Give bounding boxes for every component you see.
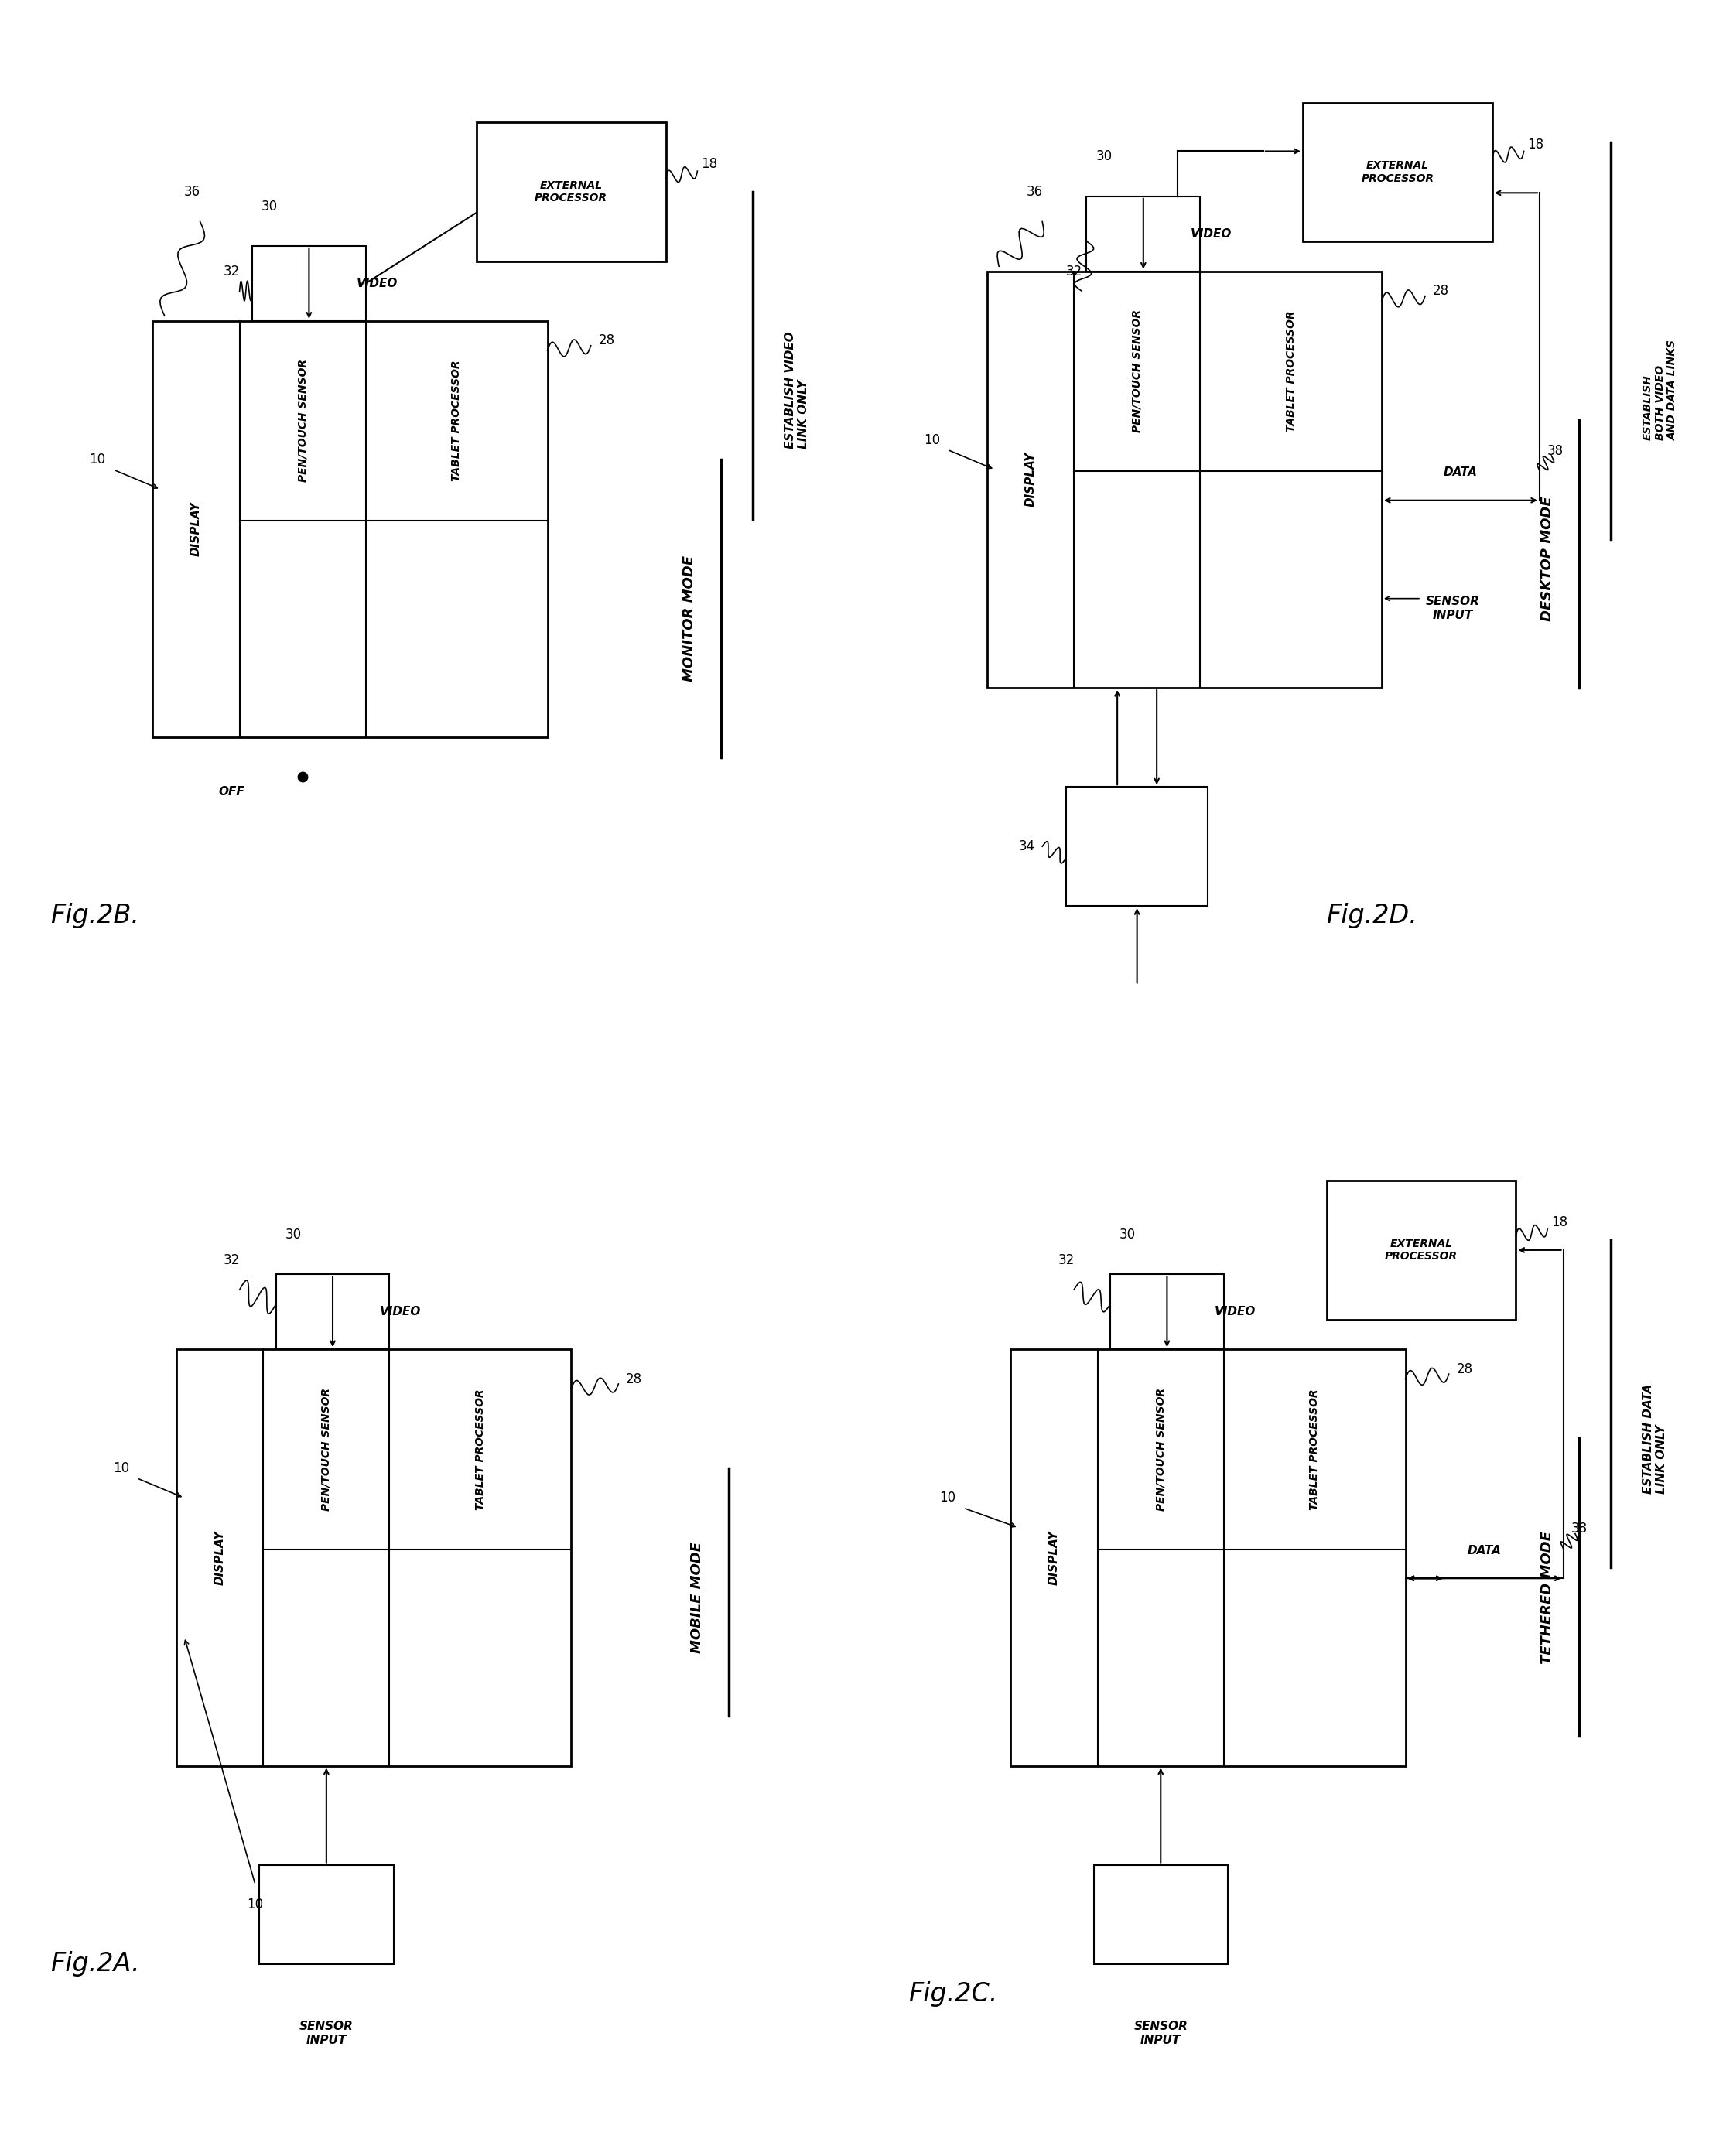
FancyBboxPatch shape <box>153 321 547 737</box>
Text: 32: 32 <box>223 265 240 278</box>
Text: SENSOR
INPUT: SENSOR INPUT <box>1426 595 1479 621</box>
Text: DESKTOP MODE: DESKTOP MODE <box>1541 496 1555 621</box>
Text: DISPLAY: DISPLAY <box>190 502 202 556</box>
FancyBboxPatch shape <box>276 1274 390 1350</box>
Text: ESTABLISH VIDEO
LINK ONLY: ESTABLISH VIDEO LINK ONLY <box>784 332 810 448</box>
Text: PEN/TOUCH SENSOR: PEN/TOUCH SENSOR <box>297 360 309 483</box>
Text: Fig.2D.: Fig.2D. <box>1326 903 1417 929</box>
Text: 18: 18 <box>1527 138 1544 151</box>
FancyBboxPatch shape <box>259 1865 393 1964</box>
Text: TETHERED MODE: TETHERED MODE <box>1541 1531 1555 1664</box>
Text: DATA: DATA <box>1443 466 1477 479</box>
Text: 18: 18 <box>702 157 717 170</box>
Text: 28: 28 <box>1433 285 1448 298</box>
Text: 30: 30 <box>1097 149 1112 164</box>
Text: EXTERNAL
PROCESSOR: EXTERNAL PROCESSOR <box>1361 160 1435 183</box>
Text: 18: 18 <box>1551 1216 1567 1229</box>
Text: 30: 30 <box>261 198 278 213</box>
FancyBboxPatch shape <box>177 1350 571 1766</box>
Text: TABLET PROCESSOR: TABLET PROCESSOR <box>451 360 462 481</box>
Text: 38: 38 <box>1548 444 1563 457</box>
FancyBboxPatch shape <box>1086 196 1199 272</box>
Text: OFF: OFF <box>218 787 245 798</box>
Text: MONITOR MODE: MONITOR MODE <box>683 556 697 681</box>
Text: 32: 32 <box>223 1253 240 1268</box>
Text: DATA: DATA <box>1467 1544 1502 1557</box>
Text: VIDEO: VIDEO <box>379 1307 422 1317</box>
Text: 32: 32 <box>1057 1253 1074 1268</box>
FancyBboxPatch shape <box>477 123 666 261</box>
FancyBboxPatch shape <box>1066 787 1208 906</box>
Text: PEN/TOUCH SENSOR: PEN/TOUCH SENSOR <box>321 1388 331 1511</box>
Text: TABLET PROCESSOR: TABLET PROCESSOR <box>1309 1388 1320 1509</box>
FancyBboxPatch shape <box>1110 1274 1224 1350</box>
Text: SENSOR
INPUT: SENSOR INPUT <box>1134 2020 1187 2046</box>
Text: 30: 30 <box>285 1227 302 1242</box>
Text: 10: 10 <box>247 1897 264 1912</box>
Text: 36: 36 <box>184 185 201 198</box>
Text: VIDEO: VIDEO <box>1191 229 1232 239</box>
Text: DISPLAY: DISPLAY <box>1024 453 1036 507</box>
Text: VIDEO: VIDEO <box>357 278 398 289</box>
Text: 10: 10 <box>923 433 940 446</box>
Text: 10: 10 <box>89 453 106 466</box>
Text: PEN/TOUCH SENSOR: PEN/TOUCH SENSOR <box>1155 1388 1167 1511</box>
Text: 36: 36 <box>1026 185 1043 198</box>
Text: 28: 28 <box>1457 1363 1472 1376</box>
Text: 10: 10 <box>939 1492 956 1505</box>
Text: 32: 32 <box>1066 265 1083 278</box>
Text: 10: 10 <box>113 1462 129 1475</box>
Text: 28: 28 <box>599 334 614 347</box>
Text: 30: 30 <box>1119 1227 1136 1242</box>
FancyBboxPatch shape <box>252 246 366 321</box>
Text: ESTABLISH DATA
LINK ONLY: ESTABLISH DATA LINK ONLY <box>1642 1384 1668 1494</box>
Text: MOBILE MODE: MOBILE MODE <box>690 1542 704 1654</box>
Text: Fig.2C.: Fig.2C. <box>908 1981 997 2007</box>
FancyBboxPatch shape <box>1093 1865 1229 1964</box>
Text: EXTERNAL
PROCESSOR: EXTERNAL PROCESSOR <box>535 181 607 203</box>
Text: EXTERNAL
PROCESSOR: EXTERNAL PROCESSOR <box>1385 1238 1457 1261</box>
Text: VIDEO: VIDEO <box>1215 1307 1256 1317</box>
Text: PEN/TOUCH SENSOR: PEN/TOUCH SENSOR <box>1131 310 1143 433</box>
Text: 28: 28 <box>626 1371 642 1386</box>
Text: ESTABLISH
BOTH VIDEO
AND DATA LINKS: ESTABLISH BOTH VIDEO AND DATA LINKS <box>1642 341 1678 440</box>
Text: DISPLAY: DISPLAY <box>214 1531 225 1585</box>
Text: TABLET PROCESSOR: TABLET PROCESSOR <box>1285 310 1296 431</box>
Text: Fig.2B.: Fig.2B. <box>50 903 139 929</box>
Text: 34: 34 <box>1018 839 1035 854</box>
Text: DISPLAY: DISPLAY <box>1048 1531 1060 1585</box>
FancyBboxPatch shape <box>1011 1350 1405 1766</box>
FancyBboxPatch shape <box>1326 1181 1515 1319</box>
Text: Fig.2A.: Fig.2A. <box>50 1951 139 1977</box>
FancyBboxPatch shape <box>1302 103 1493 241</box>
Text: 38: 38 <box>1570 1522 1587 1535</box>
FancyBboxPatch shape <box>987 272 1381 688</box>
Text: SENSOR
INPUT: SENSOR INPUT <box>299 2020 353 2046</box>
Text: TABLET PROCESSOR: TABLET PROCESSOR <box>475 1388 486 1509</box>
